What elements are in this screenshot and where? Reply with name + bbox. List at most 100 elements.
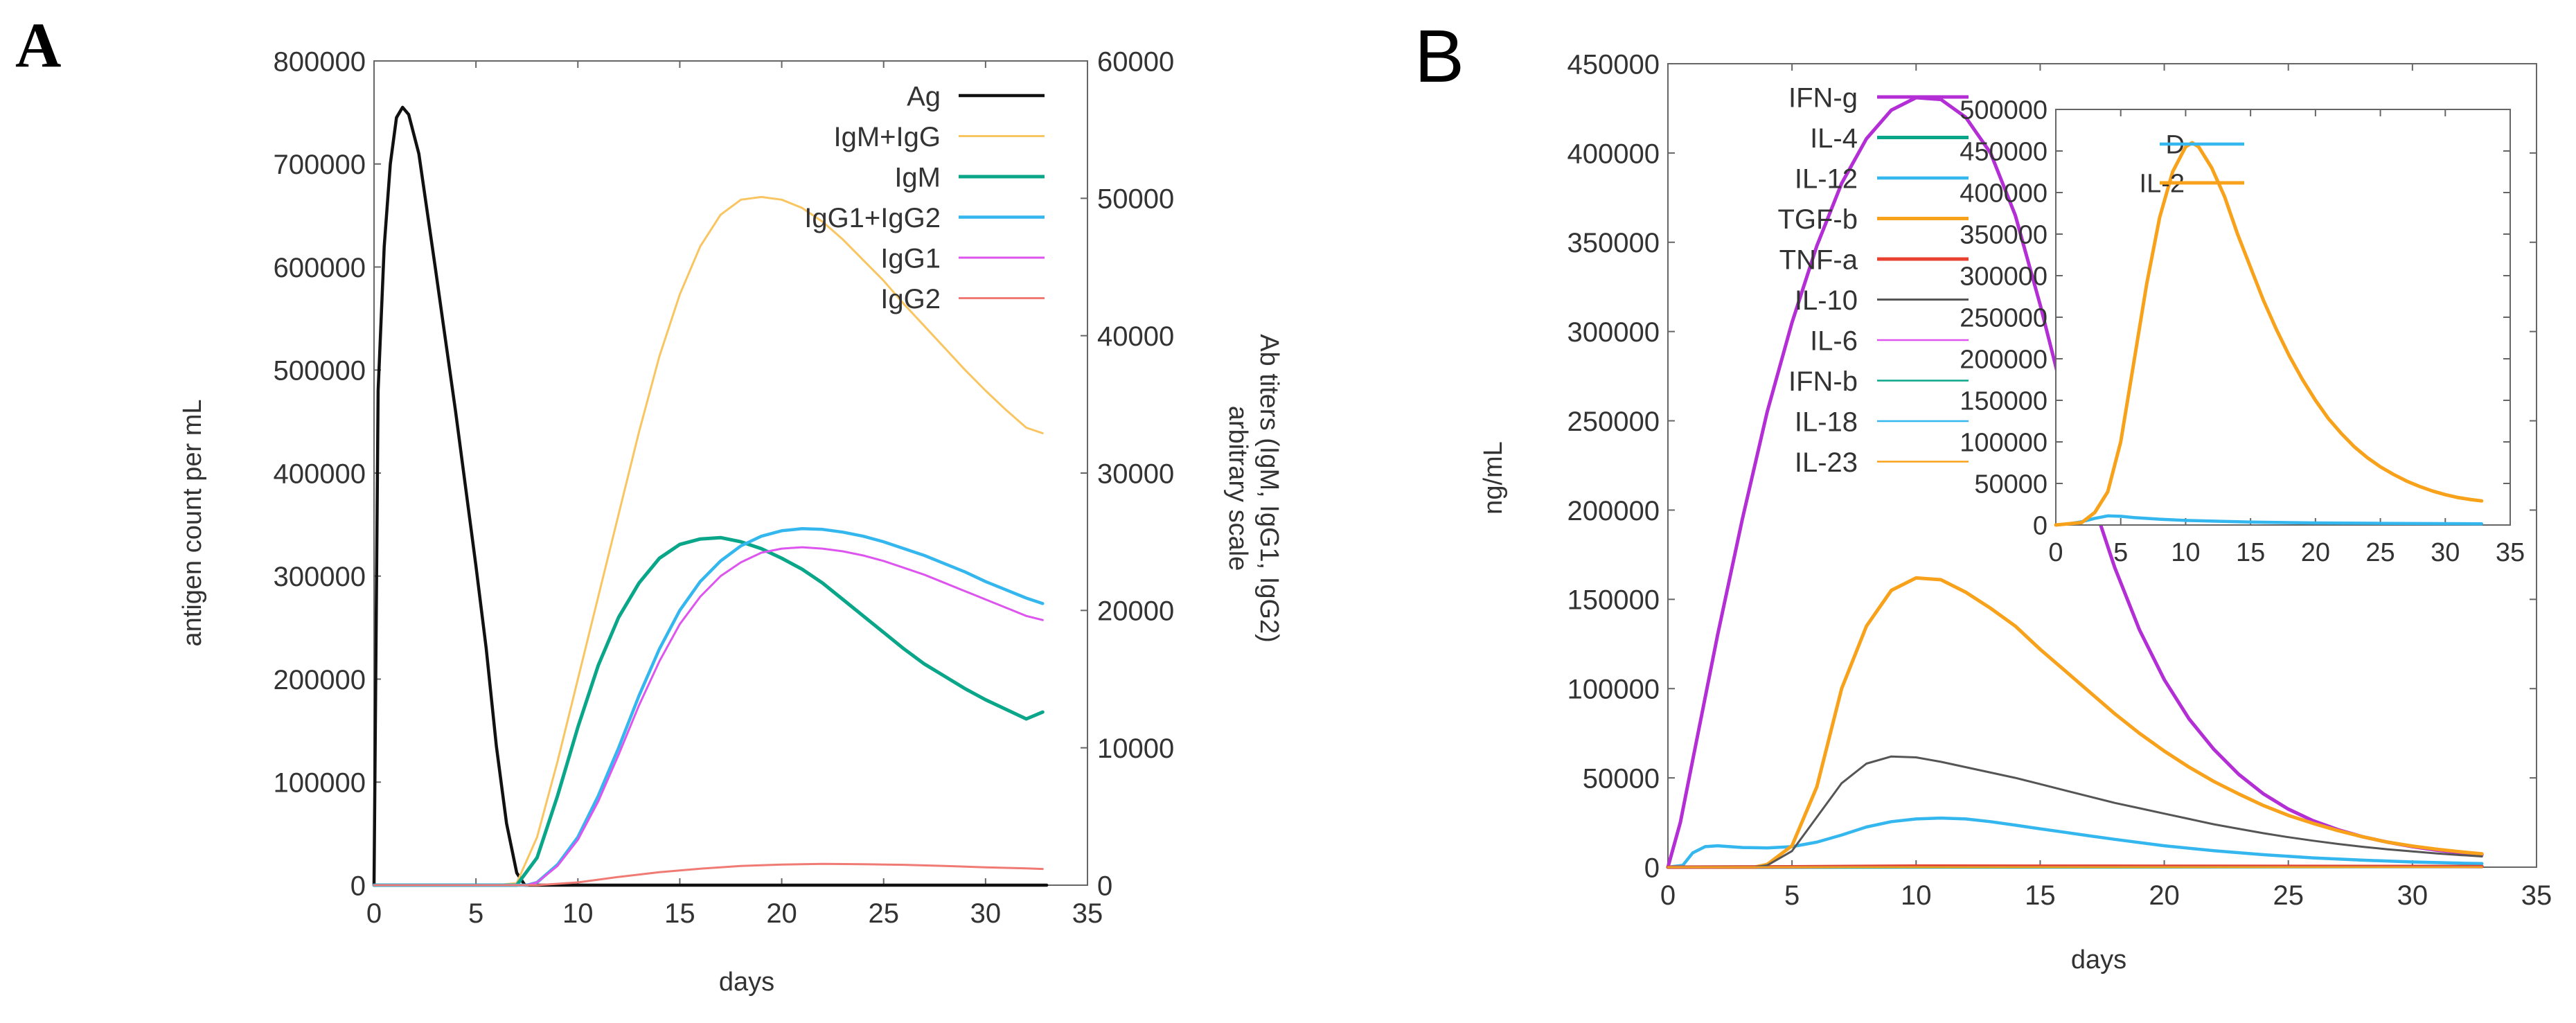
legend-label-igm-igg: IgM+IgG [833,122,941,152]
x-axis-label-b: days [2071,945,2126,975]
inset-y-tick-label: 450000 [1960,138,2048,167]
series-line-tgf-b [1666,576,2484,869]
a-y2-tick-label: 30000 [1097,459,1174,489]
a-x-tick-label: 30 [970,898,1002,929]
legend-label-tgf-b: TGF-b [1777,204,1858,235]
a-y2-tick-label: 0 [1097,871,1112,901]
legend-label-il-18: IL-18 [1795,407,1858,437]
inset-y-tick-label: 150000 [1960,387,2048,416]
b-x-tick-label: 0 [1660,880,1676,911]
b-y-tick-label: 50000 [1583,764,1660,794]
series-lines-b [1666,96,2484,869]
legend-b: IFN-g IL-4 IL-12 TGF-b TNF-a IL-10 IL-6 IFN-b IL… [1777,82,1969,478]
a-y-tick-label: 100000 [274,768,366,799]
a-y2-tick-label: 20000 [1097,596,1174,627]
inset-x-tick-label: 10 [2171,538,2200,567]
b-y-tick-label: 200000 [1567,496,1660,526]
inset-series-lines [2054,141,2484,527]
series-line-il-2 [2054,141,2484,527]
a-x-tick-label: 15 [664,898,695,929]
inset-chart-b: 0 5 10 15 20 25 30 35 0 50000 100000 150000 200000 25… [1960,96,2525,567]
inset-y-tick-label: 500000 [1960,96,2048,125]
axis-ticks-b: 0 5 10 15 20 25 30 35 0 50000 100000 150000 200000 25… [1567,49,2552,911]
legend-label-igg1: IgG1 [880,243,941,274]
inset-frame [2055,109,2511,526]
legend-label-ifn-g: IFN-g [1788,82,1858,113]
y-axis-label-b: ng/mL [1479,441,1508,515]
a-y-tick-label: 800000 [274,46,366,77]
b-x-tick-label: 30 [2397,880,2428,911]
inset-y-tick-label: 200000 [1960,346,2048,375]
series-line-ag [372,105,1049,887]
b-y-tick-label: 300000 [1567,317,1660,348]
series-line-il-10 [1667,755,2483,869]
inset-y-tick-label: 50000 [1974,470,2048,499]
legend-label-ifn-b: IFN-b [1788,366,1858,397]
inset-y-tick-label: 300000 [1960,263,2048,292]
a-x-tick-label: 25 [868,898,899,929]
inset-y-tick-label: 400000 [1960,179,2048,208]
legend-label-igm: IgM [894,162,941,193]
b-x-tick-label: 20 [2149,880,2180,911]
a-y-tick-label: 400000 [274,459,366,489]
a-x-tick-label: 5 [468,898,483,929]
a-y-tick-label: 500000 [274,356,366,386]
series-line-igm [372,535,1045,887]
inset-x-tick-label: 5 [2113,538,2128,567]
inset-legend: DIL-2 [2140,131,2244,199]
a-x-tick-label: 35 [1072,898,1103,929]
b-y-tick-label: 0 [1644,853,1660,883]
a-x-tick-label: 20 [766,898,797,929]
b-x-tick-label: 10 [1901,880,1932,911]
a-y-tick-label: 300000 [274,562,366,592]
inset-x-tick-label: 30 [2431,538,2460,567]
a-y-tick-label: 600000 [274,253,366,283]
panel-b-letter: B [1414,14,1464,98]
a-x-tick-label: 10 [562,898,594,929]
b-y-tick-label: 100000 [1567,675,1660,705]
b-x-tick-label: 35 [2521,880,2552,911]
b-x-tick-label: 5 [1784,880,1800,911]
plot-frame-a [373,60,1088,886]
a-y2-tick-label: 10000 [1097,733,1174,764]
a-y-tick-label: 700000 [274,150,366,180]
series-line-igg1-igg2 [372,527,1045,887]
series-line-igg2 [373,862,1044,887]
inset-x-tick-label: 25 [2365,538,2395,567]
x-axis-label-a: days [719,968,774,997]
legend-a: Ag IgM+IgG IgM IgG1+IgG2 IgG1 IgG2 [804,81,1045,314]
inset-y-tick-label: 0 [2033,512,2048,541]
legend-label-igg1-igg2: IgG1+IgG2 [804,203,941,233]
b-y-tick-label: 350000 [1567,228,1660,258]
legend-label-tnf-a: TNF-a [1779,244,1858,275]
b-y-tick-label: 400000 [1567,139,1660,169]
a-y2-tick-label: 50000 [1097,184,1174,215]
b-x-tick-label: 15 [2025,880,2056,911]
series-line-igm-igg [373,195,1044,887]
panel-a-letter: A [15,10,61,80]
series-lines-a [372,105,1049,887]
legend-label-il-12: IL-12 [1795,163,1858,194]
chart-panel-a: 0 5 10 15 20 25 30 3501000002000003000004000005… [178,46,1283,997]
inset-x-tick-label: 35 [2496,538,2525,567]
a-y-tick-label: 0 [350,871,366,901]
inset-y-tick-label: 100000 [1960,429,2048,458]
legend-label-il-10: IL-10 [1795,285,1858,316]
chart-panel-b: 0 5 10 15 20 25 30 35 0 50000 100000 150000 200000 25… [1479,49,2552,975]
y2-axis-label-a-line2: arbitrary scale [1223,406,1252,571]
legend-label-il-23: IL-23 [1795,447,1858,478]
inset-y-tick-label: 350000 [1960,221,2048,250]
inset-x-tick-label: 20 [2301,538,2330,567]
y-axis-label-a: antigen count per mL [178,399,207,646]
a-y2-tick-label: 60000 [1097,46,1174,77]
b-y-tick-label: 150000 [1567,585,1660,616]
series-line-igg1 [373,546,1044,887]
legend-label-il-6: IL-6 [1810,326,1858,356]
legend-label-igg2: IgG2 [880,284,941,314]
y2-axis-label-a-line1: Ab titers (IgM, IgG1, IgG2) [1254,334,1283,643]
b-x-tick-label: 25 [2273,880,2304,911]
inset-y-tick-label: 250000 [1960,304,2048,333]
b-y-tick-label: 450000 [1567,49,1660,80]
